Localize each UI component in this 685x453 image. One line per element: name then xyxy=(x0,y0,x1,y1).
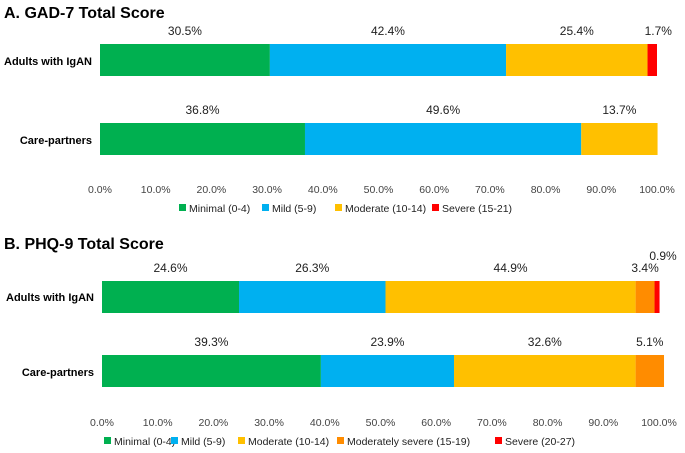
data-label-care-partners-moderate-10-14: 13.7% xyxy=(602,103,636,117)
x-tick-label: 30.0% xyxy=(252,184,282,196)
x-tick-label: 40.0% xyxy=(308,184,338,196)
x-tick-label: 0.0% xyxy=(90,417,114,429)
data-labels-gad7: 30.5% 42.4% 25.4% 1.7% 36.8% 49.6% 13.7% xyxy=(168,24,672,117)
bar-care-partners-moderate-10-14 xyxy=(454,355,636,387)
legend-phq9: Minimal (0-4) Mild (5-9) Moderate (10-14) M… xyxy=(104,436,575,448)
data-label-adults-with-igan-moderate-10-14: 25.4% xyxy=(560,24,594,38)
legend-label-severe-20-27: Severe (20-27) xyxy=(505,436,575,448)
data-label-adults-with-igan-mild-5-9: 26.3% xyxy=(295,261,329,275)
category-label-adults-phq9: Adults with IgAN xyxy=(6,292,94,304)
bar-care-partners-moderately-severe-15-19 xyxy=(635,355,665,387)
bar-care-partners-mild-5-9 xyxy=(304,123,582,155)
bar-adults-with-igan-mild-5-9 xyxy=(269,44,507,76)
legend-label-mild-5-9: Mild (5-9) xyxy=(272,203,316,215)
data-label-care-partners-mild-5-9: 23.9% xyxy=(370,335,404,349)
x-tick-label: 70.0% xyxy=(477,417,507,429)
data-label-adults-with-igan-severe-20-27: 0.9% xyxy=(649,249,677,263)
legend-label-moderate-10-14: Moderate (10-14) xyxy=(248,436,329,448)
legend-label-minimal-0-4: Minimal (0-4) xyxy=(114,436,175,448)
x-tick-label: 10.0% xyxy=(143,417,173,429)
data-label-adults-with-igan-mild-5-9: 42.4% xyxy=(371,24,405,38)
bar-adults-with-igan-minimal-0-4 xyxy=(102,281,240,313)
category-label-carepartners-phq9: Care-partners xyxy=(22,367,94,379)
x-tick-label: 20.0% xyxy=(199,417,229,429)
bar-care-partners-moderate-10-14 xyxy=(581,123,658,155)
x-tick-label: 100.0% xyxy=(641,417,677,429)
bar-adults-with-igan-moderately-severe-15-19 xyxy=(635,281,655,313)
legend-swatch-mild-5-9 xyxy=(171,437,178,444)
x-tick-label: 50.0% xyxy=(364,184,394,196)
legend-label-minimal-0-4: Minimal (0-4) xyxy=(189,203,250,215)
bar-adults-with-igan-severe-20-27 xyxy=(654,281,660,313)
data-label-care-partners-mild-5-9: 49.6% xyxy=(426,103,460,117)
legend-swatch-mild-5-9 xyxy=(262,204,269,211)
legend-label-mild-5-9: Mild (5-9) xyxy=(181,436,225,448)
x-tick-label: 90.0% xyxy=(588,417,618,429)
data-label-care-partners-minimal-0-4: 39.3% xyxy=(194,335,228,349)
data-label-adults-with-igan-moderate-10-14: 44.9% xyxy=(494,261,528,275)
bars-phq9 xyxy=(102,281,665,387)
x-tick-label: 40.0% xyxy=(310,417,340,429)
x-tick-label: 0.0% xyxy=(88,184,112,196)
x-tick-label: 60.0% xyxy=(421,417,451,429)
x-tick-label: 100.0% xyxy=(639,184,675,196)
legend-gad7: Minimal (0-4) Mild (5-9) Moderate (10-14) S… xyxy=(179,203,512,215)
legend-swatch-moderate-10-14 xyxy=(335,204,342,211)
x-tick-label: 90.0% xyxy=(586,184,616,196)
bar-adults-with-igan-severe-15-21 xyxy=(647,44,657,76)
data-label-care-partners-minimal-0-4: 36.8% xyxy=(185,103,219,117)
legend-swatch-minimal-0-4 xyxy=(179,204,186,211)
x-tick-label: 80.0% xyxy=(533,417,563,429)
bar-adults-with-igan-mild-5-9 xyxy=(239,281,386,313)
bar-care-partners-minimal-0-4 xyxy=(102,355,321,387)
x-tick-label: 20.0% xyxy=(197,184,227,196)
data-label-adults-with-igan-minimal-0-4: 30.5% xyxy=(168,24,202,38)
x-tick-label: 60.0% xyxy=(419,184,449,196)
data-label-adults-with-igan-minimal-0-4: 24.6% xyxy=(153,261,187,275)
x-tick-label: 10.0% xyxy=(141,184,171,196)
bar-care-partners-minimal-0-4 xyxy=(100,123,305,155)
data-label-care-partners-moderate-10-14: 32.6% xyxy=(528,335,562,349)
bar-adults-with-igan-minimal-0-4 xyxy=(100,44,270,76)
bar-care-partners-mild-5-9 xyxy=(320,355,455,387)
legend-swatch-severe-20-27 xyxy=(495,437,502,444)
panel-gad7: A. GAD-7 Total Score 30.5% 42.4% 25.4% 1.7%… xyxy=(4,5,675,215)
legend-swatch-moderately-severe-15-19 xyxy=(337,437,344,444)
legend-label-moderately-severe-15-19: Moderately severe (15-19) xyxy=(347,436,470,448)
legend-swatch-moderate-10-14 xyxy=(238,437,245,444)
x-tick-label: 80.0% xyxy=(531,184,561,196)
category-label-adults-gad7: Adults with IgAN xyxy=(4,56,92,68)
data-label-adults-with-igan-moderately-severe-15-19: 3.4% xyxy=(631,261,659,275)
panel-phq9: B. PHQ-9 Total Score 24.6% 26.3% 44.9% 3.4%… xyxy=(4,236,677,448)
legend-label-moderate-10-14: Moderate (10-14) xyxy=(345,203,426,215)
x-tick-label: 50.0% xyxy=(366,417,396,429)
bar-adults-with-igan-moderate-10-14 xyxy=(506,44,648,76)
legend-swatch-minimal-0-4 xyxy=(104,437,111,444)
data-label-care-partners-moderately-severe-15-19: 5.1% xyxy=(636,335,664,349)
panel-title-gad7: A. GAD-7 Total Score xyxy=(4,5,165,22)
data-labels-phq9: 24.6% 26.3% 44.9% 3.4%0.9% 39.3% 23.9% 32.6% 5.… xyxy=(153,249,677,349)
data-label-adults-with-igan-severe-15-21: 1.7% xyxy=(645,24,673,38)
category-label-carepartners-gad7: Care-partners xyxy=(20,135,92,147)
x-axis-ticks-gad7: 0.0% 10.0% 20.0% 30.0% 40.0% 50.0% 60.0% 70.0% 8… xyxy=(88,184,675,196)
x-tick-label: 70.0% xyxy=(475,184,505,196)
x-axis-ticks-phq9: 0.0% 10.0% 20.0% 30.0% 40.0% 50.0% 60.0% 70.0% 8… xyxy=(90,417,677,429)
panel-title-phq9: B. PHQ-9 Total Score xyxy=(4,236,164,253)
bar-adults-with-igan-moderate-10-14 xyxy=(385,281,636,313)
x-tick-label: 30.0% xyxy=(254,417,284,429)
bars-gad7 xyxy=(100,44,658,155)
legend-label-severe-15-21: Severe (15-21) xyxy=(442,203,512,215)
legend-swatch-severe-15-21 xyxy=(432,204,439,211)
